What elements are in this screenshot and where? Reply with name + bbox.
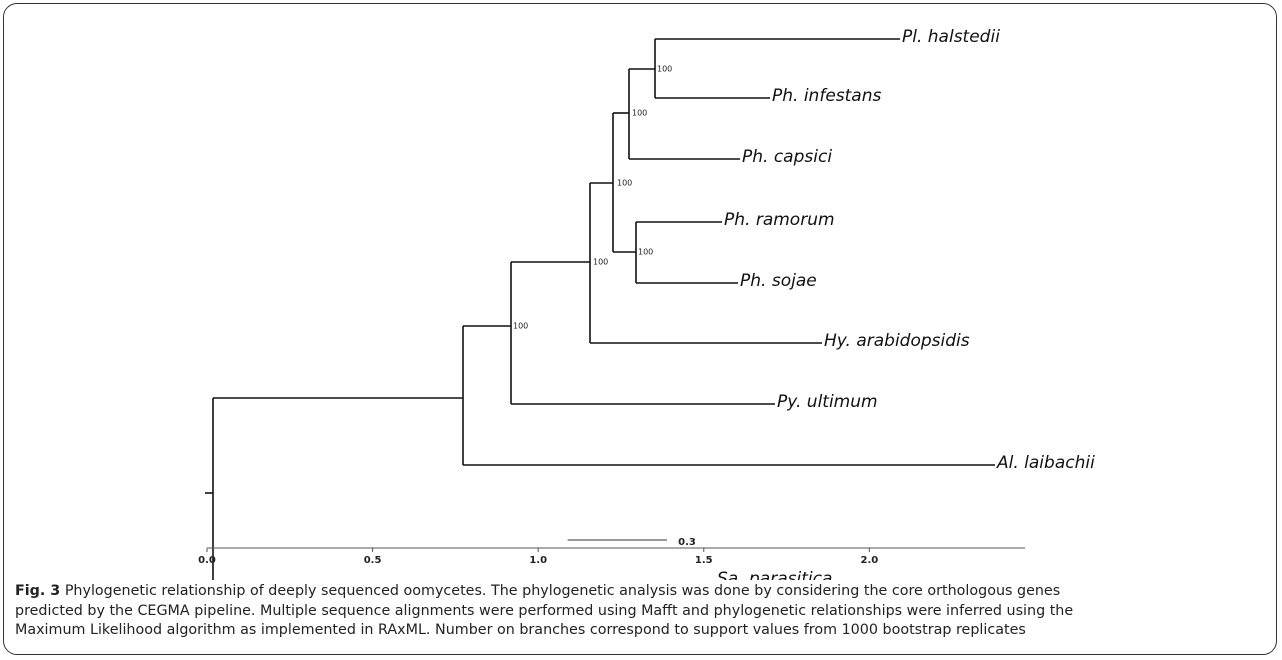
taxon-label: Ph. capsici xyxy=(742,147,832,167)
taxon-label: Pl. halstedii xyxy=(902,27,1000,47)
support-value: 100 xyxy=(617,179,632,188)
caption-label: Fig. 3 xyxy=(15,583,61,599)
taxon-label: Ph. infestans xyxy=(772,86,881,106)
caption: Fig. 3 Phylogenetic relationship of deep… xyxy=(15,582,1073,641)
scale-bar-label: 0.3 xyxy=(678,537,696,548)
x-tick-label: 2.0 xyxy=(860,555,878,566)
figure-frame xyxy=(3,3,1277,655)
x-tick-label: 1.0 xyxy=(529,555,547,566)
caption-line: Fig. 3 Phylogenetic relationship of deep… xyxy=(15,582,1073,602)
taxon-label: Hy. arabidopsidis xyxy=(824,331,970,351)
support-value: 100 xyxy=(632,109,647,118)
taxon-label: Ph. ramorum xyxy=(724,210,835,230)
x-tick-label: 0.0 xyxy=(198,555,216,566)
tree: Pl. halstedii Ph. infestans Ph. capsici Ph.… xyxy=(198,27,1095,580)
x-tick-label: 1.5 xyxy=(695,555,713,566)
taxon-label: Ph. sojae xyxy=(740,271,817,291)
support-value: 100 xyxy=(513,322,528,331)
taxon-label: Py. ultimum xyxy=(777,392,878,412)
support-value: 100 xyxy=(593,258,608,267)
x-tick-label: 0.5 xyxy=(364,555,382,566)
taxon-label: Al. laibachii xyxy=(996,453,1095,473)
support-value: 100 xyxy=(638,248,653,257)
caption-text: Phylogenetic relationship of deeply sequ… xyxy=(64,583,1061,599)
taxon-label: Sa. parasitica xyxy=(717,569,832,580)
caption-line: Maximum Likelihood algorithm as implemen… xyxy=(15,622,1026,638)
support-value: 100 xyxy=(657,65,672,74)
caption-line: predicted by the CEGMA pipeline. Multipl… xyxy=(15,602,1074,619)
